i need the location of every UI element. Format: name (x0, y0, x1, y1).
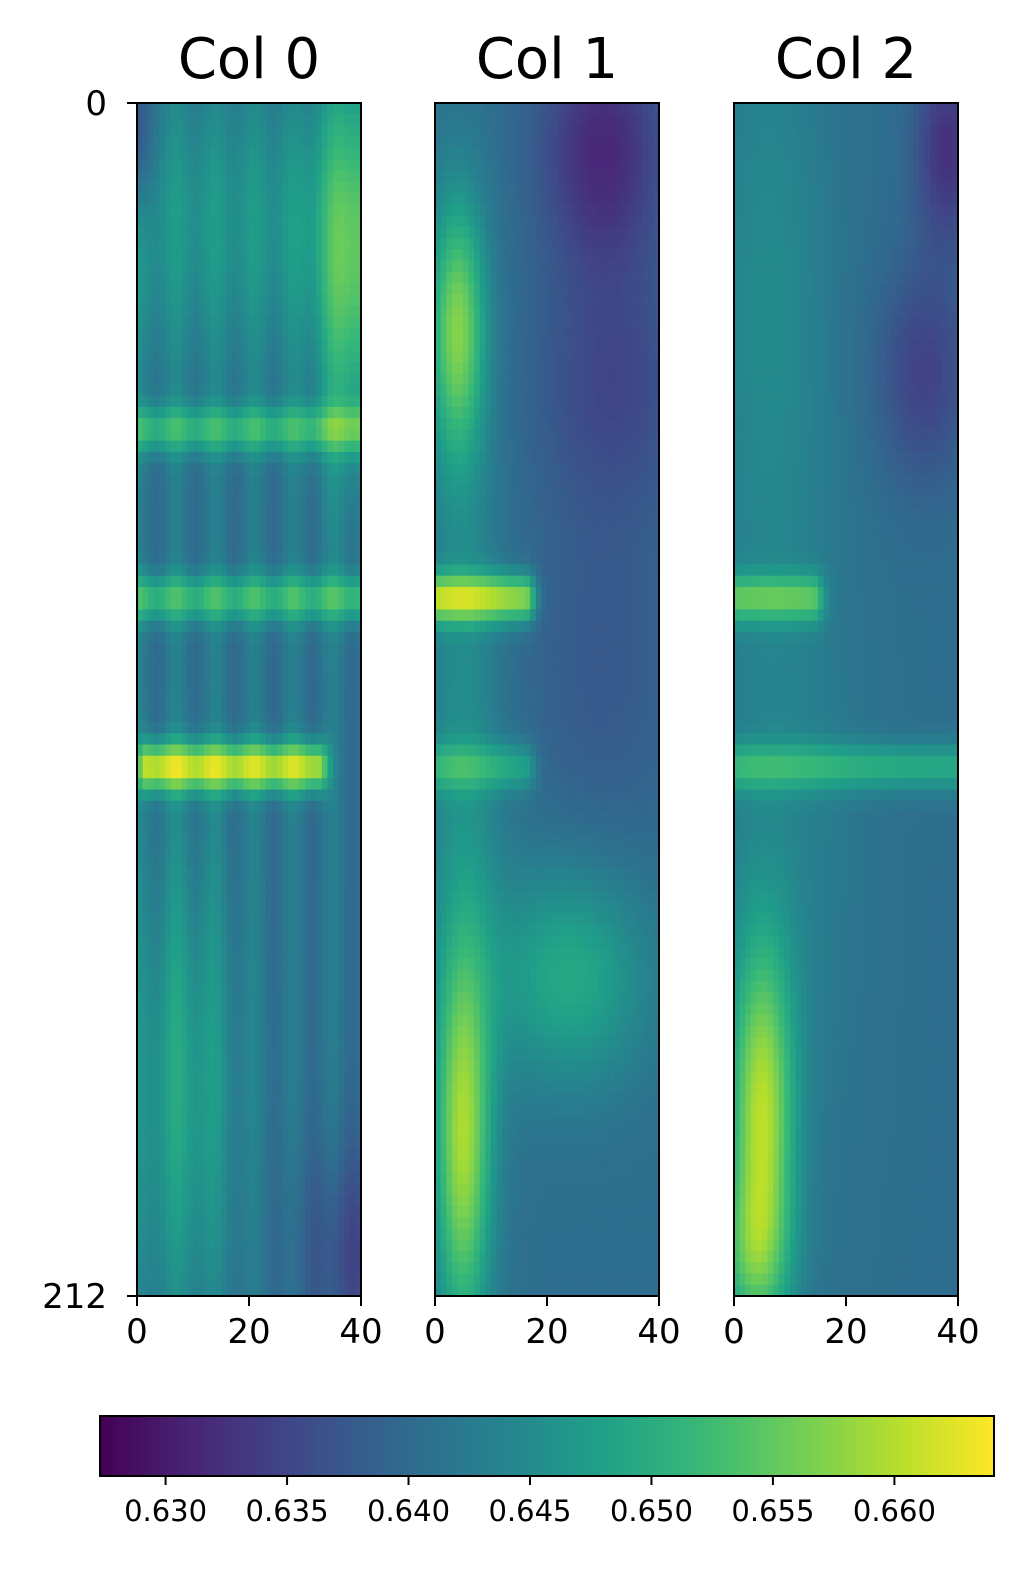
colorbar-tick-label-1: 0.635 (246, 1494, 329, 1528)
colorbar-tick-label-5: 0.655 (731, 1494, 814, 1528)
x-tick-label-1-2: 40 (637, 1312, 680, 1352)
x-tick-label-0-1: 20 (227, 1312, 270, 1352)
heatmap-cells-2 (734, 103, 959, 1297)
colorbar-frame (99, 1415, 995, 1477)
panel-title-0: Col 0 (178, 27, 320, 92)
x-tick-label-2-2: 40 (936, 1312, 979, 1352)
colorbar-tick-label-6: 0.660 (853, 1494, 936, 1528)
x-tick-label-1-0: 0 (424, 1312, 446, 1352)
panel-2: Col 2 0 20 40 (723, 27, 979, 1352)
x-tick-label-0-0: 0 (126, 1312, 148, 1352)
panel-1: Col 1 0 20 40 (424, 27, 680, 1352)
x-tick-label-2-1: 20 (824, 1312, 867, 1352)
heatmap-cells-0 (137, 103, 362, 1297)
y-tick-label-1: 212 (42, 1277, 107, 1317)
panels: Col 0 0 20 40 0 212 Col 1 0 20 40 Col 2 0 20 40 (42, 27, 980, 1352)
panel-title-2: Col 2 (775, 27, 917, 92)
x-tick-label-0-2: 40 (339, 1312, 382, 1352)
panel-0: Col 0 0 20 40 0 212 (42, 27, 383, 1352)
colorbar-tick-label-3: 0.645 (488, 1494, 571, 1528)
x-tick-label-1-1: 20 (525, 1312, 568, 1352)
colorbar-tick-label-4: 0.650 (610, 1494, 693, 1528)
colorbar: 0.630 0.635 0.640 0.645 0.650 0.655 0.660 (99, 1415, 995, 1528)
colorbar-tick-label-2: 0.640 (367, 1494, 450, 1528)
colorbar-tick-label-0: 0.630 (124, 1494, 207, 1528)
x-tick-label-2-0: 0 (723, 1312, 745, 1352)
y-tick-label-0: 0 (85, 84, 107, 124)
heatmap-cells-1 (435, 103, 660, 1297)
colorbar-gradient (100, 1416, 994, 1476)
panel-title-1: Col 1 (476, 27, 618, 92)
